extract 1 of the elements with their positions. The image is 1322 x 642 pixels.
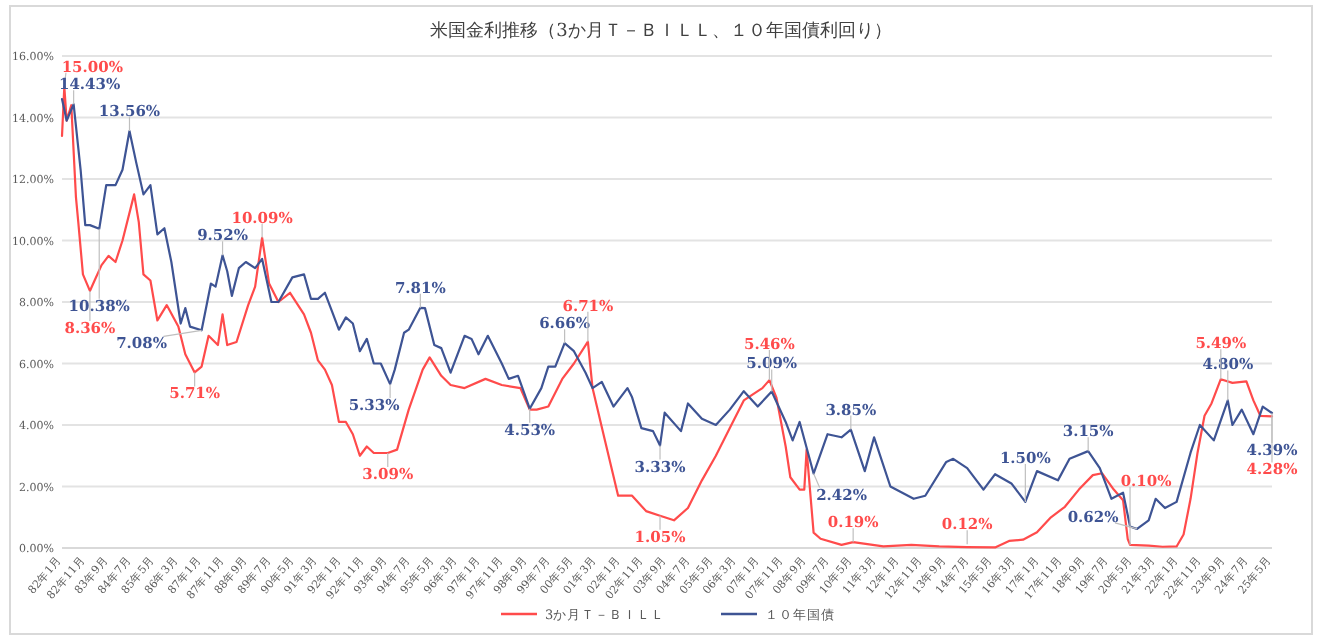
chart-title: 米国金利推移（3か月Ｔ－ＢＩＬＬ、１０年国債利回り） bbox=[430, 20, 892, 42]
